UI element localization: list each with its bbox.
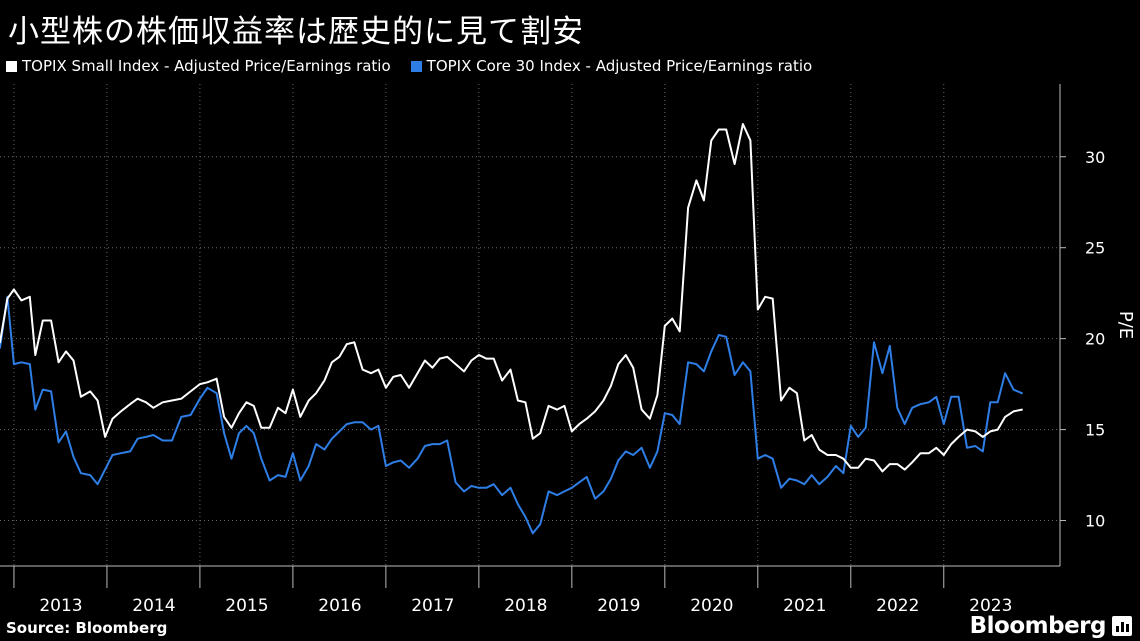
- logo-text: Bloomberg: [969, 613, 1107, 639]
- x-tick-label-2022: 2022: [876, 596, 919, 616]
- legend-swatch-small: [6, 60, 17, 72]
- y-tick-label-30: 30: [1085, 148, 1105, 167]
- legend-item-core: TOPIX Core 30 Index - Adjusted Price/Ear…: [410, 57, 813, 75]
- x-tick-label-2015: 2015: [225, 596, 268, 616]
- x-tick-label-2013: 2013: [39, 596, 82, 616]
- bloomberg-logo: Bloomberg: [970, 613, 1132, 639]
- x-tick-label-2016: 2016: [318, 596, 361, 616]
- x-tick-label-2021: 2021: [783, 596, 826, 616]
- x-tick-label-2020: 2020: [690, 596, 733, 616]
- x-tick-label-2017: 2017: [411, 596, 454, 616]
- x-tick-label-2014: 2014: [132, 596, 175, 616]
- x-tick-label-2019: 2019: [597, 596, 640, 616]
- y-tick-label-15: 15: [1085, 421, 1105, 440]
- series-line-small: [0, 123, 1023, 473]
- y-tick-label-10: 10: [1085, 512, 1105, 531]
- chart-title: 小型株の株価収益率は歴史的に見て割安: [8, 14, 584, 50]
- y-axis-label: P/E: [1115, 311, 1136, 339]
- x-tick-label-2018: 2018: [504, 596, 547, 616]
- bloomberg-terminal-icon: [1112, 616, 1132, 636]
- x-tick-label-2023: 2023: [969, 596, 1012, 616]
- legend-label-small: TOPIX Small Index - Adjusted Price/Earni…: [22, 57, 391, 75]
- legend-swatch-core: [410, 60, 422, 72]
- y-tick-label-25: 25: [1085, 239, 1105, 258]
- legend-item-small: TOPIX Small Index - Adjusted Price/Earni…: [6, 57, 391, 75]
- series-line-core: [0, 295, 1023, 535]
- legend-label-core: TOPIX Core 30 Index - Adjusted Price/Ear…: [426, 57, 813, 75]
- legend: TOPIX Small Index - Adjusted Price/Earni…: [6, 57, 812, 75]
- source-note: Source: Bloomberg: [6, 619, 168, 637]
- y-tick-label-20: 20: [1085, 330, 1105, 349]
